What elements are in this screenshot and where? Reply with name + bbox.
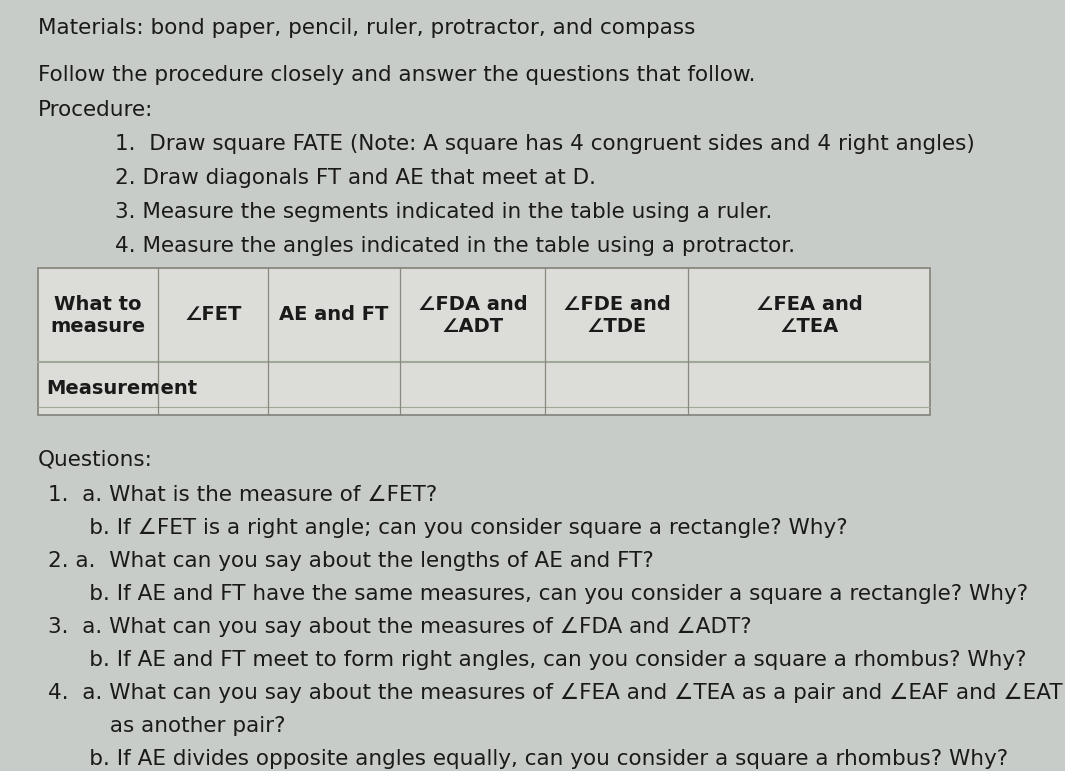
Bar: [38, 268, 930, 415]
Text: 3.  a. What can you say about the measures of ∠FDA and ∠ADT?: 3. a. What can you say about the measure…: [48, 617, 752, 637]
Text: b. If AE divides opposite angles equally, can you consider a square a rhombus? W: b. If AE divides opposite angles equally…: [48, 749, 1009, 769]
Text: 3. Measure the segments indicated in the table using a ruler.: 3. Measure the segments indicated in the…: [115, 202, 772, 222]
Text: Follow the procedure closely and answer the questions that follow.: Follow the procedure closely and answer …: [38, 65, 755, 85]
Text: 2. Draw diagonals FT and AE that meet at D.: 2. Draw diagonals FT and AE that meet at…: [115, 168, 596, 188]
Text: ∠FET: ∠FET: [184, 305, 242, 325]
Text: b. If AE and FT have the same measures, can you consider a square a rectangle? W: b. If AE and FT have the same measures, …: [48, 584, 1028, 604]
Text: 1.  a. What is the measure of ∠FET?: 1. a. What is the measure of ∠FET?: [48, 485, 438, 505]
Text: 4.  a. What can you say about the measures of ∠FEA and ∠TEA as a pair and ∠EAF a: 4. a. What can you say about the measure…: [48, 683, 1063, 703]
Text: ∠FEA and
∠TEA: ∠FEA and ∠TEA: [756, 295, 863, 335]
Text: 2. a.  What can you say about the lengths of AE and FT?: 2. a. What can you say about the lengths…: [48, 551, 654, 571]
Text: Measurement: Measurement: [46, 379, 197, 398]
Text: Procedure:: Procedure:: [38, 100, 153, 120]
Text: What to
measure: What to measure: [50, 295, 146, 335]
Bar: [38, 268, 930, 415]
Text: as another pair?: as another pair?: [48, 716, 285, 736]
Text: Questions:: Questions:: [38, 450, 153, 470]
Text: AE and FT: AE and FT: [279, 305, 389, 325]
Text: b. If AE and FT meet to form right angles, can you consider a square a rhombus? : b. If AE and FT meet to form right angle…: [48, 650, 1027, 670]
Text: ∠FDA and
∠ADT: ∠FDA and ∠ADT: [417, 295, 527, 335]
Text: b. If ∠FET is a right angle; can you consider square a rectangle? Why?: b. If ∠FET is a right angle; can you con…: [48, 518, 848, 538]
Text: Materials: bond paper, pencil, ruler, protractor, and compass: Materials: bond paper, pencil, ruler, pr…: [38, 18, 695, 38]
Text: ∠FDE and
∠TDE: ∠FDE and ∠TDE: [562, 295, 670, 335]
Text: 1.  Draw square FATE (Note: A square has 4 congruent sides and 4 right angles): 1. Draw square FATE (Note: A square has …: [115, 134, 974, 154]
Text: 4. Measure the angles indicated in the table using a protractor.: 4. Measure the angles indicated in the t…: [115, 236, 796, 256]
